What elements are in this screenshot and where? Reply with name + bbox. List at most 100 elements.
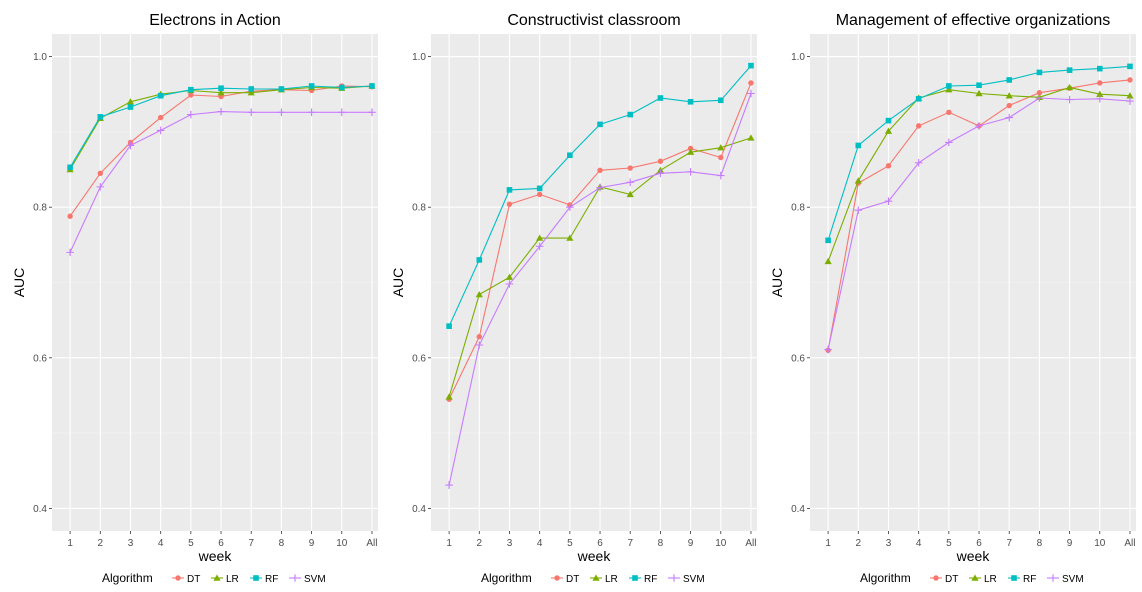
legend-label-rf: RF [644,574,657,585]
data-point-svm [217,107,225,116]
legend-key-svm [1049,574,1057,582]
y-tick-label: 0.8 [412,203,426,214]
data-point-svm [945,138,953,147]
data-point-rf [717,97,724,104]
data-point-svm [656,169,665,178]
data-point-svm [566,203,574,211]
data-point-dt [476,334,482,340]
data-point-dt [157,114,164,121]
data-point-lr [626,190,634,198]
data-point-rf [506,187,513,193]
x-tick-label: 3 [886,538,892,549]
x-tick-label: 3 [128,538,134,549]
x-tick-label: 5 [188,538,194,549]
x-tick-label: 8 [279,538,285,549]
x-tick-label: 1 [446,538,452,549]
data-point-rf [1006,77,1013,83]
data-point-dt [67,213,73,219]
y-tick-label: 0.8 [33,203,47,214]
legend-label-svm: SVM [683,574,705,585]
data-point-rf [157,92,164,99]
data-point-svm [824,345,832,354]
data-point-dt [506,201,513,207]
legend-key-lr [213,574,221,581]
x-tick-label: 4 [916,538,922,549]
legend-title: Algorithm [102,571,153,585]
data-point-lr [884,127,893,134]
chart-title: Management of effective organizations [836,12,1111,29]
data-point-lr [747,134,755,141]
x-tick-label: All [366,538,377,549]
data-point-lr [1005,92,1013,99]
data-point-svm [187,110,195,119]
data-point-svm [277,108,286,117]
data-point-dt [915,123,922,129]
data-point-svm [747,89,755,98]
data-point-lr [1126,92,1134,99]
x-tick-label: 4 [158,538,164,549]
data-point-rf [127,104,134,110]
data-point-dt [597,167,603,173]
x-tick-label: All [745,538,756,549]
legend-label-dt: DT [566,574,579,585]
data-point-svm [914,158,923,167]
data-point-rf [627,111,634,118]
x-tick-label: 10 [336,538,348,549]
data-point-lr [505,273,514,280]
legend: Algorithm DT LR RF SVM [481,571,705,585]
data-point-rf [1096,65,1103,72]
data-point-lr [217,89,225,96]
data-point-lr [854,177,862,184]
legend-title: Algorithm [860,571,911,585]
x-tick-label: All [1124,538,1135,549]
data-point-lr [717,144,725,151]
x-tick-label: 2 [856,538,862,549]
legend-label-lr: LR [605,574,618,585]
data-point-rf [446,323,452,329]
legend-label-svm: SVM [304,574,326,585]
legend-key-lr [592,574,600,581]
data-point-svm [66,248,74,257]
data-point-lr [945,86,953,93]
x-tick-label: 5 [567,538,573,549]
data-point-dt [627,165,633,171]
data-point-dt [946,109,952,116]
data-point-rf [855,142,862,149]
y-tick-label: 0.4 [412,504,426,515]
x-tick-label: 7 [248,538,254,549]
data-point-svm [884,197,893,205]
x-tick-label: 7 [627,538,633,549]
data-point-svm [1035,94,1044,102]
data-point-rf [218,85,224,92]
data-point-lr [686,148,695,155]
data-point-svm [596,183,604,192]
data-point-dt [885,163,892,169]
chart-title: Electrons in Action [149,12,281,29]
data-point-rf [278,86,285,92]
y-tick-label: 0.8 [791,203,805,214]
data-point-lr [475,290,483,298]
legend-key-dt [175,575,181,581]
x-tick-label: 5 [946,538,952,549]
data-point-dt [536,191,543,198]
chart-panel-3: 0.4 0.6 0.8 1.0 1 2 3 4 5 6 7 8 9 10 All Management of … [769,12,1136,585]
data-point-rf [67,164,73,171]
data-point-dt [1036,90,1043,96]
data-point-dt [1097,80,1103,86]
legend-label-lr: LR [984,574,997,585]
data-point-lr [1096,90,1104,97]
data-point-rf [748,62,754,69]
x-tick-label: 1 [67,538,73,549]
data-point-rf [946,83,952,89]
legend-key-rf [632,575,638,581]
data-point-svm [475,341,484,349]
data-point-rf [687,98,694,105]
y-tick-label: 0.6 [791,353,805,364]
x-tick-label: 4 [537,538,543,549]
data-point-svm [1095,94,1104,103]
legend-key-svm [291,574,299,582]
legend-label-rf: RF [265,574,278,585]
data-point-rf [536,185,543,192]
legend-label-svm: SVM [1062,574,1084,585]
